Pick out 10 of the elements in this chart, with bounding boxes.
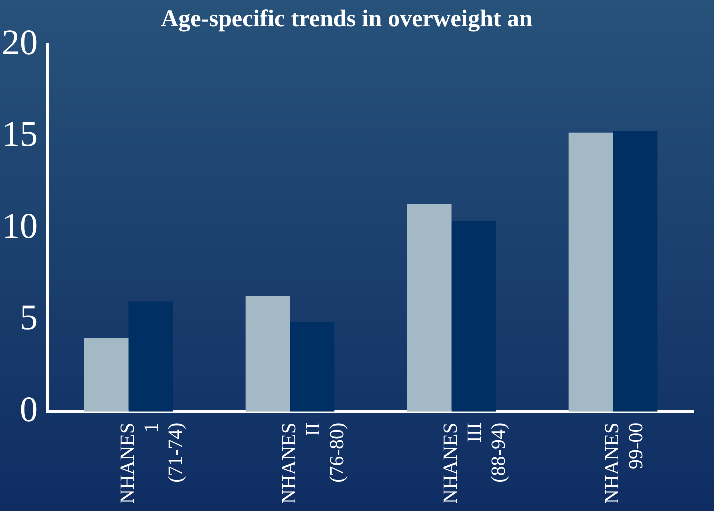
x-tick-label: NHANES 1 (71-74) (117, 422, 187, 504)
x-tick-label: NHANES III (88-94) (440, 422, 510, 504)
y-tick-label: 0 (20, 389, 38, 430)
x-tick-label: NHANES 99-00 (602, 422, 648, 504)
y-tick-label: 15 (2, 114, 38, 154)
y-tick-label: 20 (2, 22, 38, 62)
chart-title: Age-specific trends in overweight an (161, 6, 533, 33)
x-tick-label: NHANES II (76-80) (278, 422, 348, 504)
y-tick-label: 5 (20, 298, 38, 338)
y-tick-label: 10 (2, 206, 38, 246)
